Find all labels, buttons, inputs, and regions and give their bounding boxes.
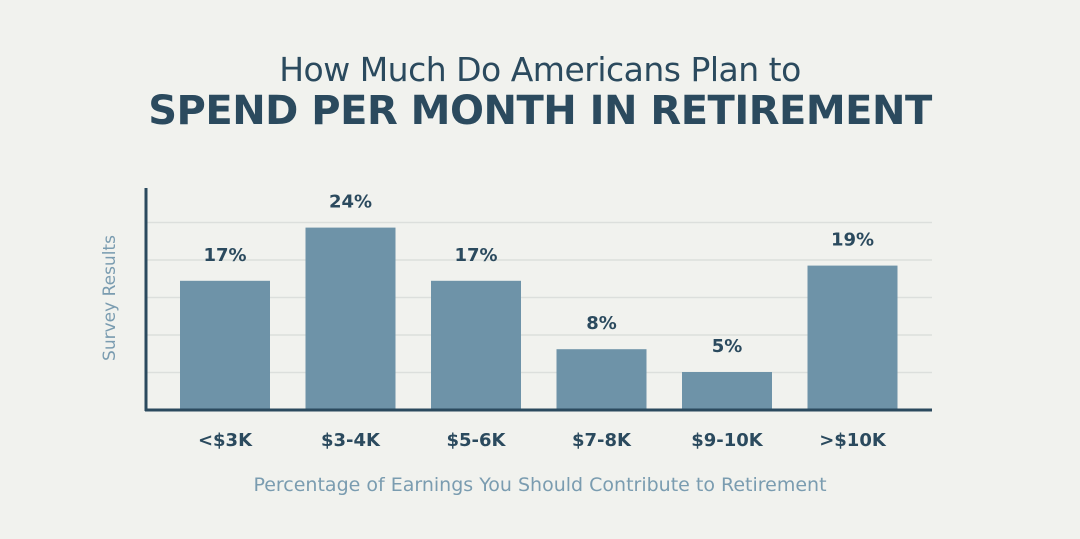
x-axis-label: Percentage of Earnings You Should Contri…	[253, 474, 827, 496]
x-tick-label-2: $3-4K	[321, 430, 381, 451]
chart-title-line1: How Much Do Americans Plan to	[279, 50, 801, 89]
bar-3	[431, 280, 521, 410]
data-label-4: 8%	[586, 313, 617, 334]
data-label-1: 17%	[203, 245, 246, 266]
x-tick-label-1: <$3K	[198, 430, 253, 451]
bar-5	[682, 372, 772, 410]
x-tick-label-6: >$10K	[819, 430, 887, 451]
bar-4	[556, 349, 647, 410]
bar-1	[180, 280, 270, 410]
x-tick-label-4: $7-8K	[572, 430, 632, 451]
x-tick-label-5: $9-10K	[691, 430, 764, 451]
bar-2	[305, 227, 396, 410]
data-label-5: 5%	[712, 336, 743, 357]
data-label-6: 19%	[831, 230, 874, 251]
data-label-2: 24%	[329, 192, 372, 213]
y-axis-label: Survey Results	[100, 235, 120, 361]
data-label-3: 17%	[454, 245, 497, 266]
chart-title-line2: SPEND PER MONTH IN RETIREMENT	[148, 88, 932, 134]
bar-6	[807, 265, 898, 410]
x-tick-label-3: $5-6K	[447, 430, 507, 451]
